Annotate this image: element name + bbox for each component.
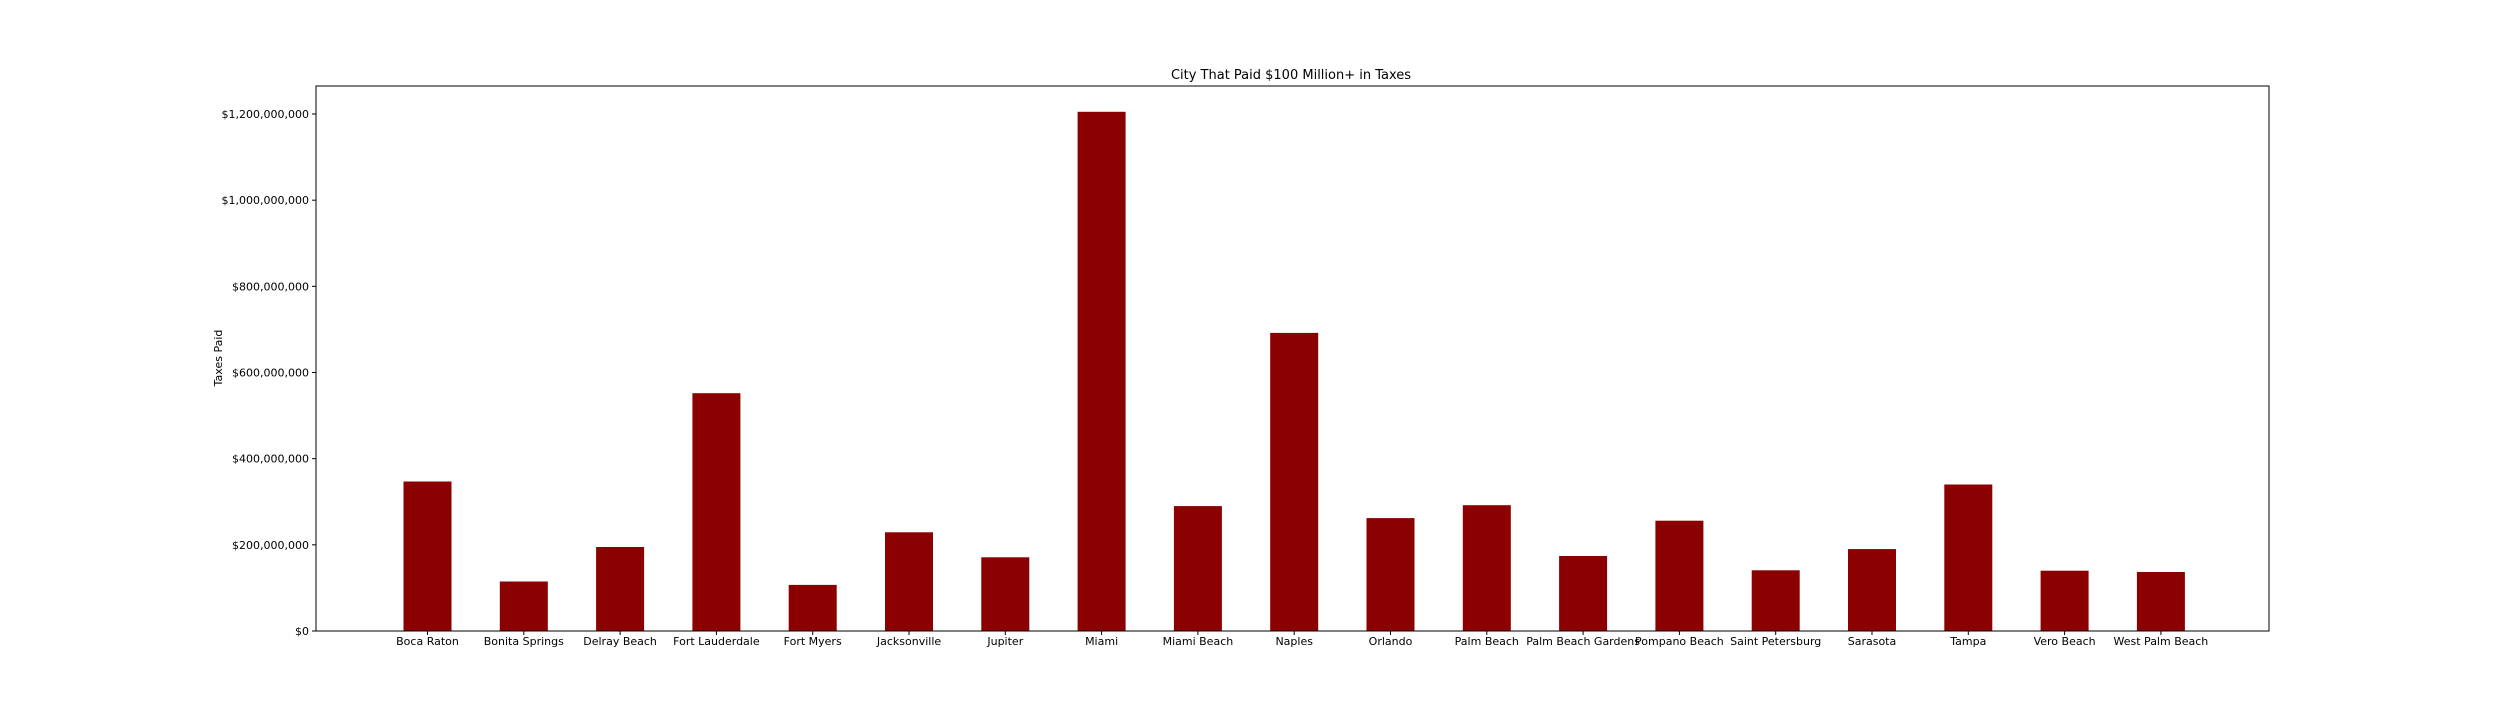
bar-sarasota xyxy=(1848,549,1896,631)
y-tick-label: $0 xyxy=(295,625,309,638)
x-tick-label-tampa: Tampa xyxy=(1949,635,1986,648)
bar-bonita-springs xyxy=(499,581,548,631)
bar-saint-petersburg xyxy=(1751,570,1800,631)
bar-fort-lauderdale xyxy=(692,393,741,631)
x-axis-ticks: Boca Raton Bonita Springs Delray Beach Fort… xyxy=(396,631,2208,648)
x-tick-label-delray-beach: Delray Beach xyxy=(583,635,657,648)
bar-fort-myers xyxy=(788,584,837,631)
x-tick-label-palm-beach: Palm Beach xyxy=(1455,635,1519,648)
bar-naples xyxy=(1270,332,1319,631)
y-axis-ticks: $0 $200,000,000 $400,000,000 $600,000,000 $8… xyxy=(222,108,316,638)
y-axis-label: Taxes Paid xyxy=(212,330,225,388)
bar-orlando xyxy=(1366,518,1415,631)
y-tick-label: $1,000,000,000 xyxy=(222,194,309,207)
x-tick-label-jacksonville: Jacksonville xyxy=(876,635,942,648)
bar-west-palm-beach xyxy=(2136,572,2185,631)
plot-area-frame xyxy=(315,85,2270,632)
bars-layer xyxy=(403,111,2185,632)
bar-vero-beach xyxy=(2040,570,2089,631)
y-tick-label: $400,000,000 xyxy=(232,453,309,466)
bar-delray-beach xyxy=(596,547,645,631)
x-tick-label-west-palm-beach: West Palm Beach xyxy=(2114,635,2209,648)
bar-palm-beach-gardens xyxy=(1559,556,1608,631)
bar-palm-beach xyxy=(1462,505,1511,631)
bar-miami xyxy=(1077,111,1126,632)
bar-jacksonville xyxy=(885,532,933,631)
x-tick-label-boca-raton: Boca Raton xyxy=(396,635,459,648)
x-tick-label-pompano-beach: Pompano Beach xyxy=(1635,635,1724,648)
chart-title: City That Paid $100 Million+ in Taxes xyxy=(1171,68,1411,83)
y-tick-label: $1,200,000,000 xyxy=(222,108,309,121)
y-tick-label: $800,000,000 xyxy=(232,280,309,293)
x-tick-label-fort-myers: Fort Myers xyxy=(784,635,842,648)
x-tick-label-saint-petersburg: Saint Petersburg xyxy=(1730,635,1821,648)
bar-miami-beach xyxy=(1173,506,1222,631)
x-tick-label-naples: Naples xyxy=(1275,635,1313,648)
bar-pompano-beach xyxy=(1655,520,1704,631)
bar-tampa xyxy=(1944,484,1993,631)
x-tick-label-vero-beach: Vero Beach xyxy=(2034,635,2096,648)
x-tick-label-fort-lauderdale: Fort Lauderdale xyxy=(673,635,760,648)
x-tick-label-sarasota: Sarasota xyxy=(1848,635,1897,648)
y-tick-label: $600,000,000 xyxy=(232,367,309,380)
x-tick-label-miami: Miami xyxy=(1085,635,1118,648)
x-tick-label-miami-beach: Miami Beach xyxy=(1163,635,1234,648)
x-tick-label-bonita-springs: Bonita Springs xyxy=(484,635,564,648)
x-tick-label-jupiter: Jupiter xyxy=(986,635,1023,648)
y-tick-label: $200,000,000 xyxy=(232,539,309,552)
bar-boca-raton xyxy=(403,481,452,631)
bar-jupiter xyxy=(981,557,1030,631)
x-tick-label-palm-beach-gardens: Palm Beach Gardens xyxy=(1526,635,1640,648)
x-tick-label-orlando: Orlando xyxy=(1369,635,1413,648)
